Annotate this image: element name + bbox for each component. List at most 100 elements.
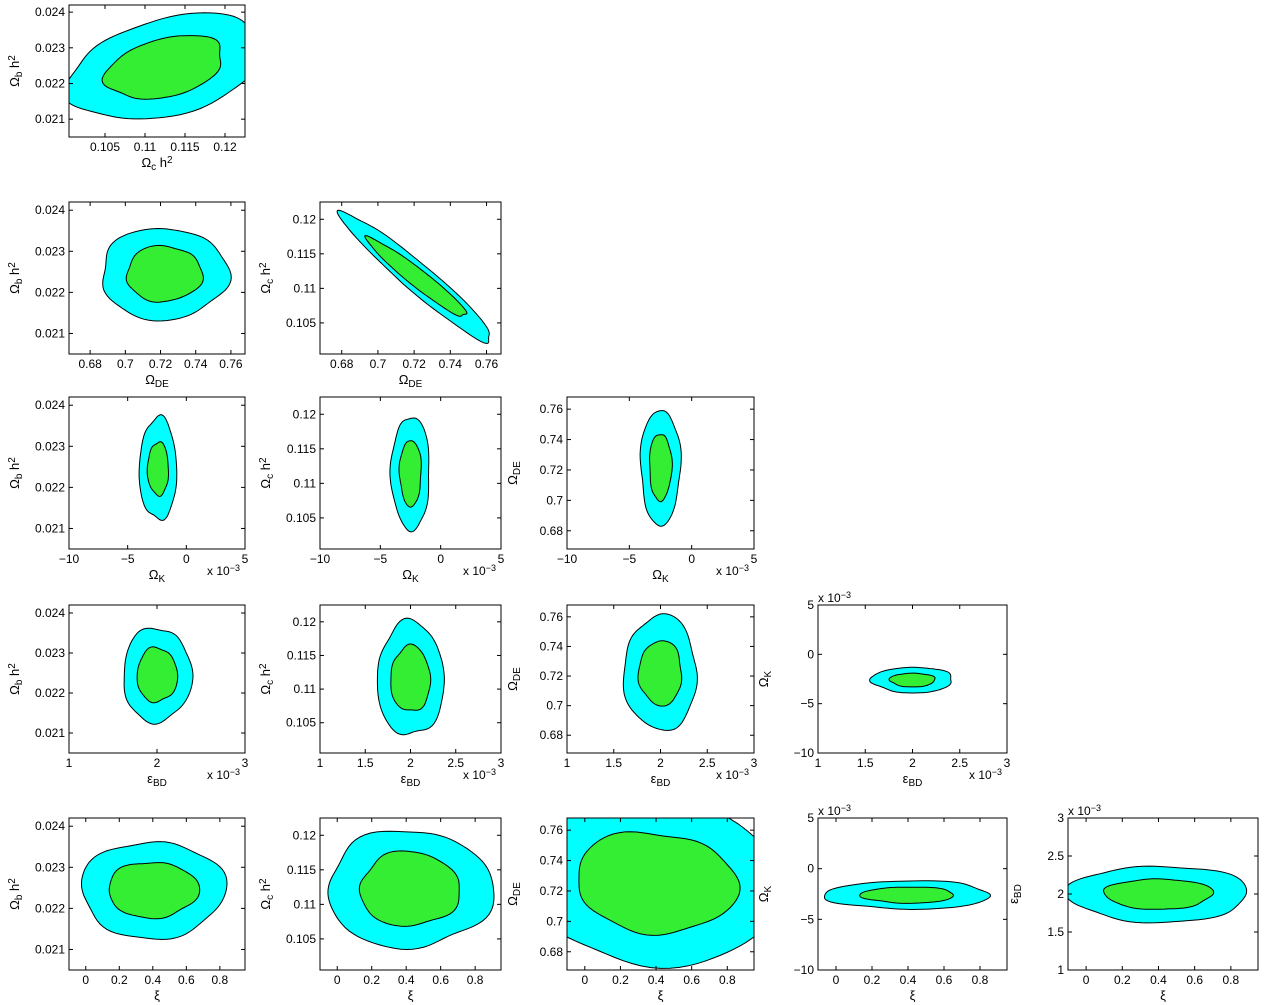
y-axis-label: ΩDE [505, 461, 523, 485]
y-tick-label: 0.105 [286, 511, 316, 525]
multiplier-exponent: −3 [992, 767, 1002, 777]
contour-1sigma [578, 831, 741, 936]
x-tick-label: 0.74 [184, 357, 208, 371]
x-axis-label: ΩDE [145, 372, 169, 390]
y-tick-label: 2.5 [1047, 849, 1064, 863]
y-tick-label: 5 [807, 811, 814, 825]
y-tick-label: 1.5 [1047, 925, 1064, 939]
x-tick-label: 2 [154, 756, 161, 770]
y-tick-label: 0.74 [540, 433, 564, 447]
y-tick-label: 0.023 [35, 439, 65, 453]
y-tick-label: 0.12 [293, 212, 317, 226]
y-axis-label: ΩDE [505, 882, 523, 906]
label-subscript: BD [908, 778, 922, 789]
x-tick-label: 0 [581, 973, 588, 987]
x-axis-label: εBD [401, 771, 421, 789]
label-superscript: 2 [7, 663, 18, 669]
x-tick-label: 2 [657, 756, 664, 770]
label-subscript: b [14, 473, 25, 479]
x-tick-label: 0.4 [398, 973, 415, 987]
contour-group [622, 613, 698, 731]
x-tick-label: 0.11 [134, 140, 157, 154]
contour-group [123, 627, 194, 725]
x-tick-label: 0.74 [439, 357, 463, 371]
contour-group [567, 818, 754, 969]
label-subscript: c [265, 895, 276, 900]
y-tick-label: 0.115 [287, 247, 316, 261]
multiplier-base: x 10 [818, 591, 841, 605]
x-multiplier: x 10−3 [463, 563, 496, 578]
label-symbol: ε [903, 771, 909, 786]
x-tick-label: 0.115 [170, 140, 199, 154]
y-axis-label: Ωc h2 [258, 457, 277, 489]
y-tick-label: 0.021 [35, 112, 65, 126]
x-tick-label: 1 [317, 756, 324, 770]
y-axis-label: Ωc h2 [258, 663, 277, 695]
y-axis-label: ΩK [756, 885, 774, 902]
x-multiplier: x 10−3 [716, 563, 749, 578]
multiplier-base: x 10 [818, 804, 841, 818]
contour-group [1068, 865, 1248, 924]
y-tick-label: 0.021 [35, 726, 65, 740]
y-tick-label: 0.72 [540, 669, 564, 683]
contour-group [69, 12, 245, 120]
label-trail: h [7, 884, 22, 895]
contour-1sigma [125, 244, 204, 303]
y-tick-label: 0.023 [35, 41, 65, 55]
y-tick-label: 0.024 [35, 819, 65, 833]
label-superscript: 2 [7, 878, 18, 884]
y-tick-label: 0.021 [35, 521, 65, 535]
y-tick-label: −10 [794, 963, 815, 977]
y-tick-label: 0 [807, 647, 814, 661]
y-tick-label: 0.105 [286, 716, 316, 730]
axes-frame [68, 396, 246, 550]
label-subscript: c [265, 279, 276, 284]
label-superscript: 2 [7, 55, 18, 61]
x-axis-label: ξ [1160, 988, 1166, 1003]
contour-group [639, 410, 682, 527]
x-axis-label: ΩK [402, 567, 419, 585]
x-tick-label: 0.2 [864, 973, 881, 987]
contour-group [327, 830, 495, 951]
y-tick-label: 2 [1057, 887, 1064, 901]
label-symbol: Ω [505, 681, 520, 691]
x-tick-label: 0.6 [683, 973, 700, 987]
x-tick-label: 1.5 [605, 756, 622, 770]
contour-group [823, 880, 992, 911]
x-multiplier: x 10−3 [969, 767, 1002, 782]
label-trail: h [7, 61, 22, 72]
x-tick-label: 0.76 [219, 357, 243, 371]
multiplier-exponent: −3 [739, 563, 749, 573]
y-tick-label: 0.12 [293, 828, 317, 842]
x-tick-label: 1 [564, 756, 571, 770]
y-tick-label: −10 [794, 746, 815, 760]
y-tick-label: 0.74 [540, 854, 564, 868]
x-tick-label: 0.2 [612, 973, 629, 987]
contour-1sigma [108, 862, 201, 920]
panel-omega_de-vs-xi: 0 0.2 0.4 0.6 0.8 0.68 0.7 0.72 0.74 0.76 ξ ΩDE [505, 817, 755, 1003]
y-tick-label: 0.76 [540, 823, 564, 837]
x-tick-label: 0.8 [719, 973, 736, 987]
panel-omega_c_h2-vs-xi: 0 0.2 0.4 0.6 0.8 0.105 0.11 0.115 0.12 ξ Ωc h2 [258, 817, 502, 1003]
label-symbol: Ω [258, 900, 273, 910]
label-symbol: ε [651, 771, 657, 786]
y-tick-label: 0.024 [35, 203, 65, 217]
y-tick-label: 0.11 [294, 682, 317, 696]
label-trail: h [258, 669, 273, 680]
label-symbol: Ω [145, 372, 155, 387]
label-trail: h [258, 268, 273, 279]
multiplier-base: x 10 [463, 768, 486, 782]
x-axis-label: ξ [658, 988, 664, 1003]
y-axis-label: Ωc h2 [258, 878, 277, 910]
label-superscript: 2 [7, 457, 18, 463]
y-tick-label: 0.11 [294, 476, 317, 490]
y-axis-label: ΩK [756, 670, 774, 687]
axes-frame [319, 201, 502, 355]
contour-1sigma [888, 672, 936, 688]
contour-1sigma [364, 235, 468, 317]
y-multiplier: x 10−3 [1068, 803, 1101, 818]
x-axis-label: ξ [408, 988, 414, 1003]
x-tick-label: 0 [183, 552, 190, 566]
axes-frame [566, 396, 755, 550]
